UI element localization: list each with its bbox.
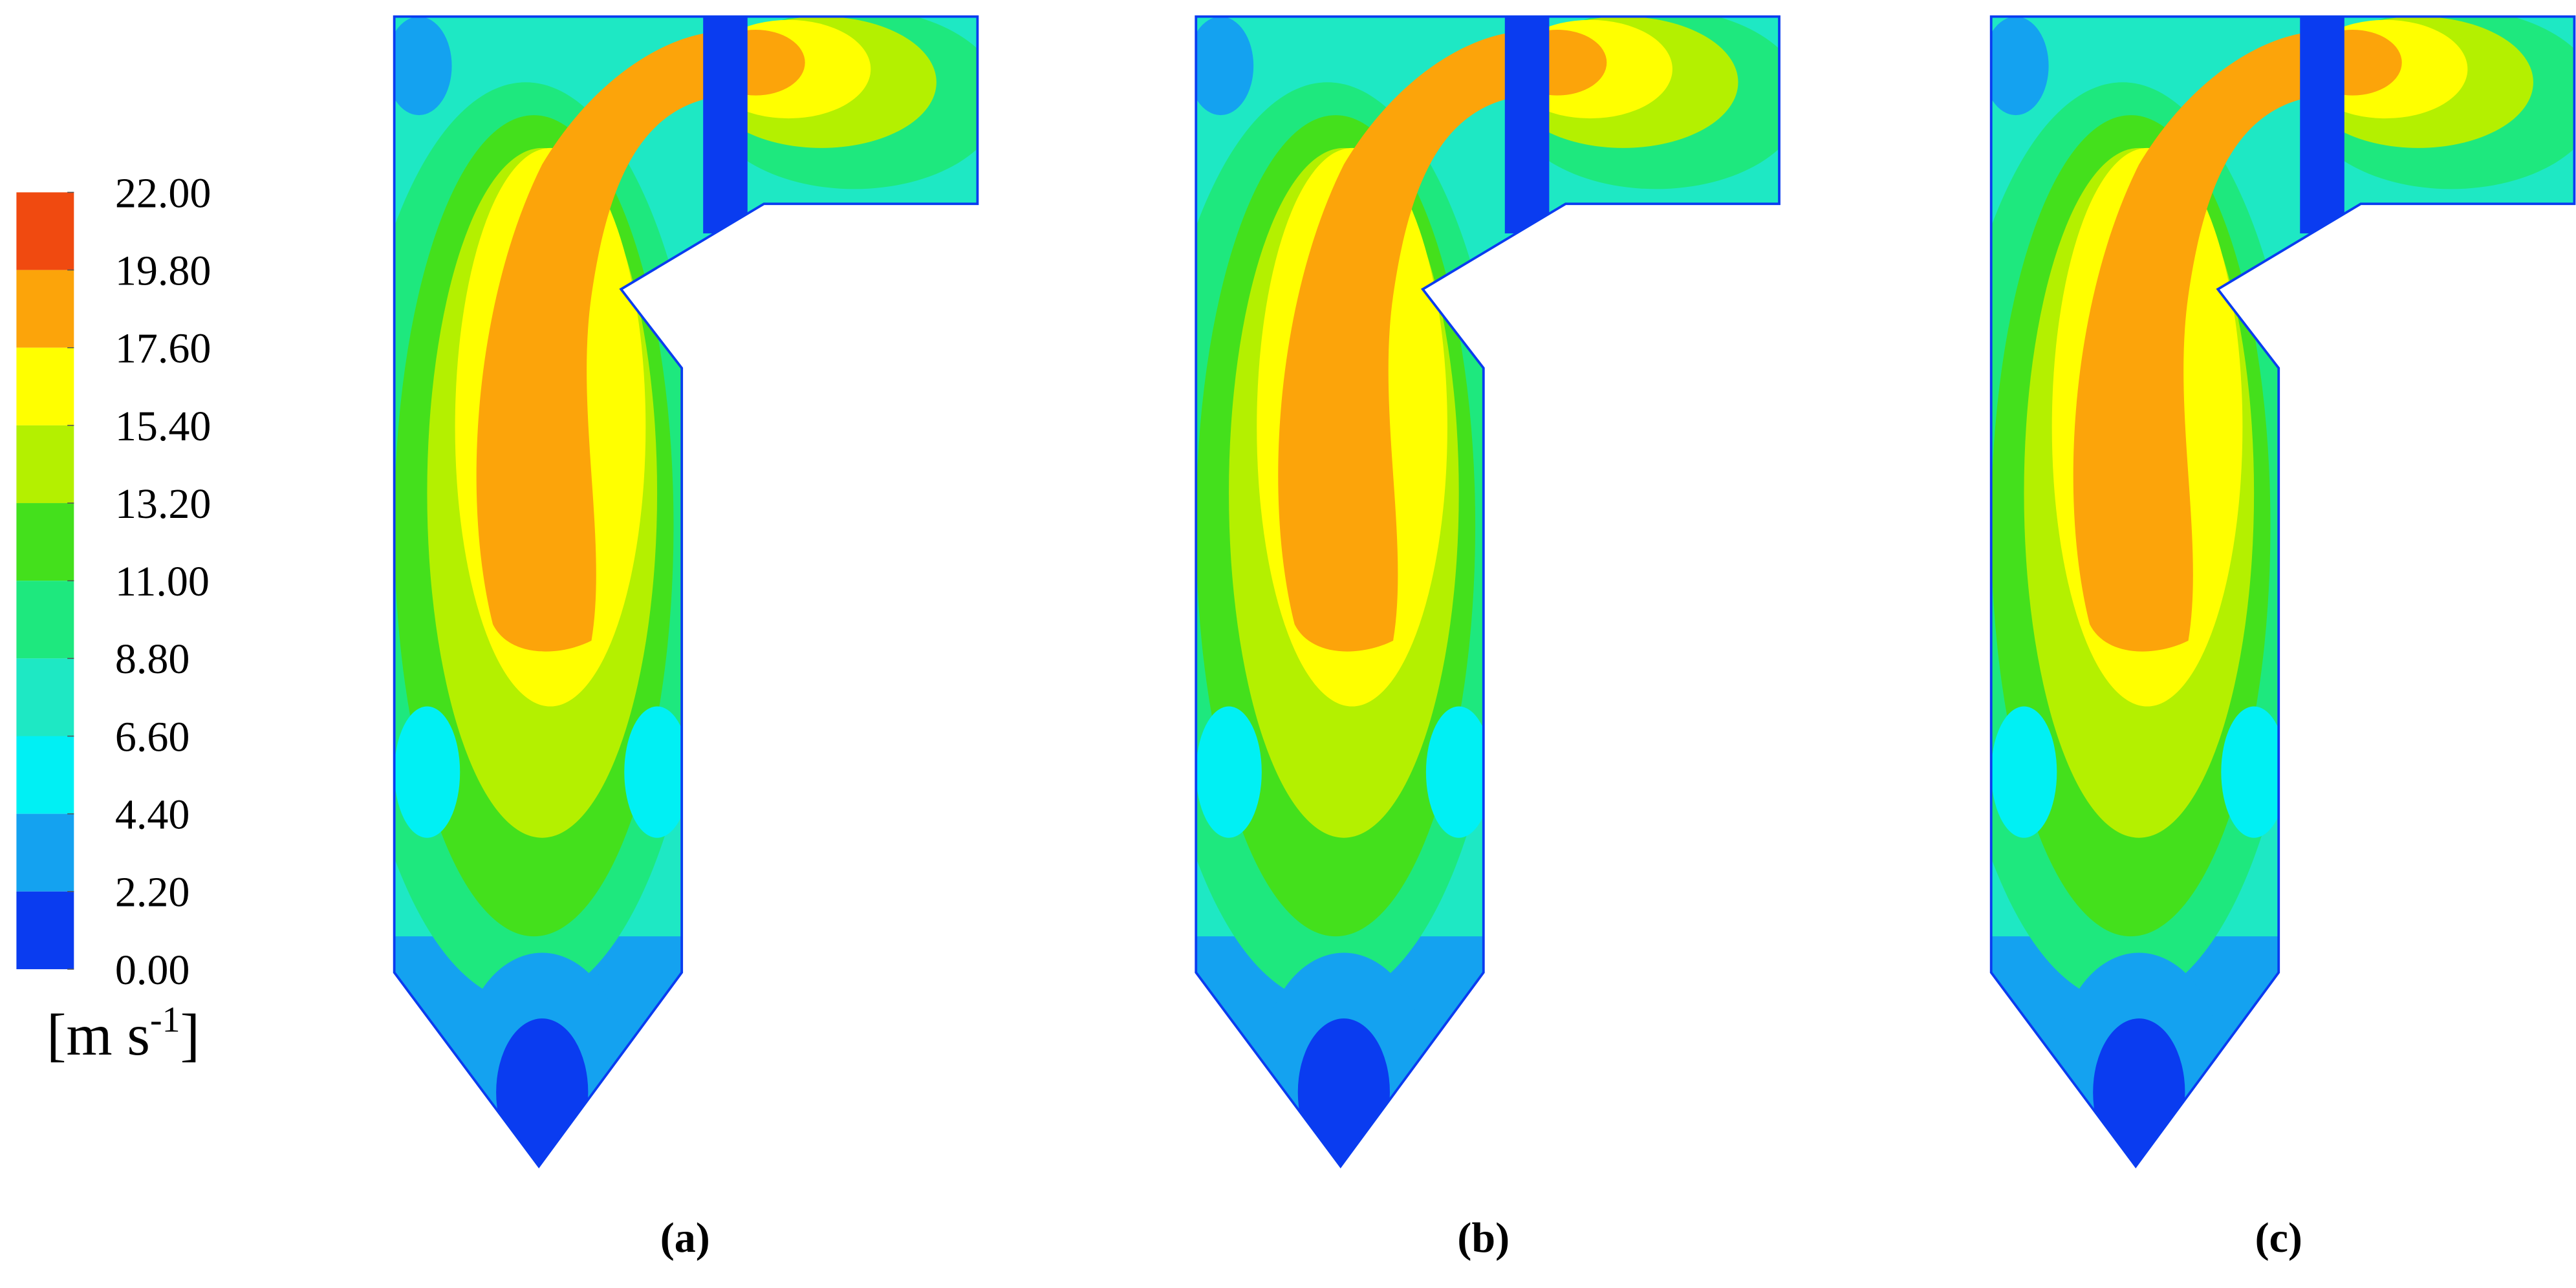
colorbar-band	[16, 425, 74, 504]
unit-label: [m s-1]	[47, 1000, 200, 1068]
colorbar-tick-label: 4.40	[115, 791, 190, 839]
colorbar-tick-label: 8.80	[115, 636, 190, 683]
colorbar-tick-label: 11.00	[115, 558, 210, 605]
panel-a	[345, 0, 1002, 1183]
colorbar-band	[16, 813, 74, 892]
colorbar-tick-label: 19.80	[115, 247, 211, 294]
colorbar-tick-label: 0.00	[115, 947, 190, 994]
colorbar-band	[16, 503, 74, 581]
unit-close: ]	[180, 1002, 200, 1068]
colorbar-band	[16, 658, 74, 736]
panel-label: (a)	[660, 1214, 710, 1261]
colorbar-band	[16, 581, 74, 659]
colorbar-band	[16, 891, 74, 969]
unit-base: [m s	[47, 1002, 150, 1068]
colorbar-tick-label: 2.20	[115, 869, 190, 916]
colorbar-band	[16, 270, 74, 348]
colorbar-band	[16, 192, 74, 270]
colorbar-tick-label: 22.00	[115, 169, 211, 217]
colorbar-tick-label: 6.60	[115, 713, 190, 760]
panel-b	[1147, 0, 1804, 1183]
panel-c	[1942, 0, 2576, 1183]
colorbar-tick-label: 13.20	[115, 480, 211, 528]
panel-label: (c)	[2255, 1214, 2302, 1261]
colorbar-tick-label: 17.60	[115, 325, 211, 372]
panel-labels: (a) (b) (c)	[660, 1214, 2302, 1261]
colorbar-band	[16, 347, 74, 425]
unit-exponent: -1	[150, 1000, 180, 1040]
colorbar: 22.00 19.80 17.60 15.40 13.20 11.00 8.80 6.60 4.…	[16, 169, 211, 994]
panel-label: (b)	[1457, 1214, 1510, 1261]
colorbar-band	[16, 736, 74, 814]
colorbar-tick-label: 15.40	[115, 403, 211, 450]
